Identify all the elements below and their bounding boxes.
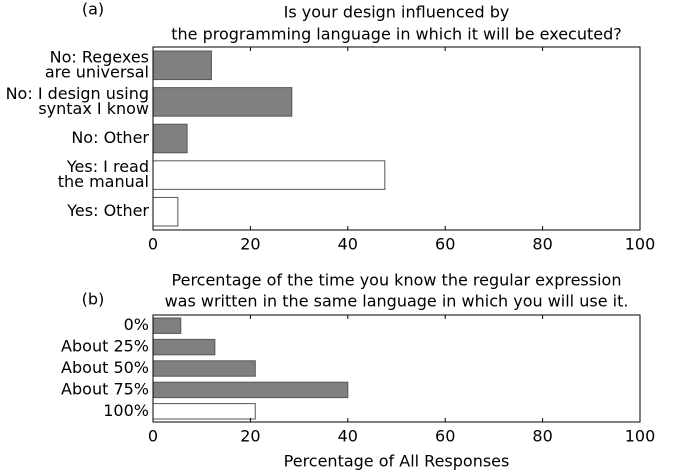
x-tick-label: 80 [532, 427, 552, 446]
bar [152, 360, 256, 377]
y-tick-label: syntax I know [38, 99, 149, 118]
panel-label: (a) [82, 0, 104, 19]
bar [152, 123, 188, 154]
bar [152, 381, 349, 399]
x-tick-label: 100 [625, 235, 656, 254]
plot-frame [152, 46, 641, 231]
y-tick-label: No: Regexes [50, 47, 149, 66]
bar [152, 50, 212, 81]
x-tick-label: 60 [435, 427, 455, 446]
x-tick-label: 0 [148, 235, 158, 254]
panel-label: (b) [82, 290, 105, 309]
bar [152, 338, 216, 356]
y-tick-label: Yes: I read [66, 157, 149, 176]
chart-title: the programming language in which it wil… [171, 25, 621, 44]
x-tick-label: 20 [240, 427, 260, 446]
x-tick-label: 100 [625, 427, 656, 446]
bar [152, 160, 386, 190]
y-tick-label: No: Other [71, 128, 149, 147]
chart-title: was written in the same language in whic… [165, 292, 629, 311]
y-tick-label: About 75% [61, 379, 149, 398]
bar [152, 87, 293, 117]
y-tick-label: About 50% [61, 358, 149, 377]
x-tick-label: 80 [532, 235, 552, 254]
y-tick-label: Yes: Other [66, 201, 149, 220]
x-axis-label: Percentage of All Responses [284, 452, 510, 471]
y-tick-label: are universal [45, 62, 149, 81]
y-tick-label: the manual [58, 172, 149, 191]
x-tick-label: 20 [240, 235, 260, 254]
y-tick-label: No: I design using [6, 84, 149, 103]
x-tick-label: 40 [338, 427, 358, 446]
x-tick-label: 40 [338, 235, 358, 254]
plot-frame [152, 314, 641, 423]
bar [152, 196, 179, 227]
chart-title: Percentage of the time you know the regu… [172, 271, 622, 290]
y-tick-label: 0% [124, 315, 149, 334]
y-tick-label: 100% [103, 401, 149, 420]
y-tick-label: About 25% [61, 337, 149, 356]
chart-title: Is your design influenced by [284, 3, 510, 22]
bar [152, 317, 182, 334]
bar [152, 403, 256, 420]
x-tick-label: 60 [435, 235, 455, 254]
x-tick-label: 0 [148, 427, 158, 446]
